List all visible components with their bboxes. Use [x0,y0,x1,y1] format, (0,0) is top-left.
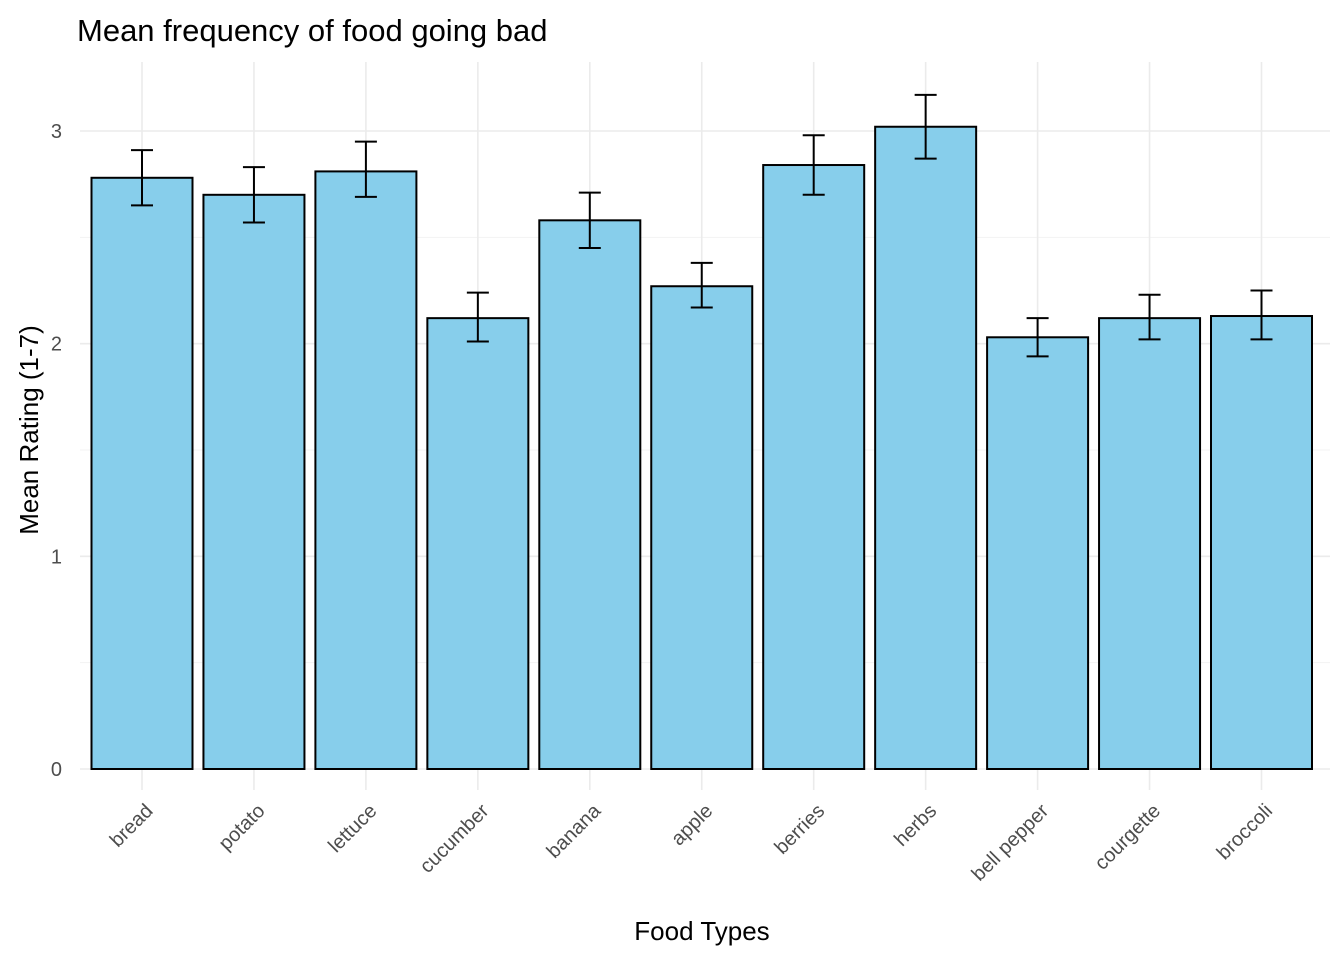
bar-bell-pepper [986,336,1090,770]
error-bar-courgette [1138,293,1161,341]
error-bar-potato [242,166,265,224]
error-bars [131,93,1273,358]
error-bar-berries [802,134,825,196]
x-tick-label: broccoli [1213,800,1277,864]
y-tick-label: 1 [51,546,62,568]
y-tick-label: 0 [51,759,62,781]
x-tick-label: bread [106,800,158,852]
x-tick-label: cucumber [416,800,494,878]
y-tick-labels: 0 1 2 3 [51,121,62,781]
bar-courgette [1098,317,1202,770]
error-bar-cucumber [466,291,489,343]
bar-potato [202,193,306,771]
error-bar-bell-pepper [1026,317,1049,358]
chart-title: Mean frequency of food going bad [77,13,548,48]
y-axis-title: Mean Rating (1-7) [14,325,44,535]
x-tick-label: banana [543,799,606,862]
error-bar-banana [578,191,601,249]
bar-herbs [874,125,978,771]
y-tick-label: 3 [51,121,62,143]
bar-broccoli [1210,315,1313,770]
error-bar-herbs [914,93,937,160]
x-tick-label: courgette [1091,800,1166,875]
bar-apple [650,285,754,770]
x-tick-label: bell pepper [968,800,1054,886]
x-tick-labels: bread potato lettuce cucumber banana apple ber… [106,799,1277,885]
bar-banana [538,219,642,770]
error-bar-lettuce [354,140,377,198]
error-bar-apple [690,261,713,309]
x-tick-label: berries [770,800,829,859]
y-tick-label: 2 [51,334,62,356]
x-axis-title: Food Types [634,916,769,946]
bar-berries [762,164,866,770]
x-tick-label: lettuce [324,800,381,857]
x-tick-label: potato [215,800,270,855]
bar-bread [90,176,194,770]
bar-cucumber [426,317,530,770]
error-bar-bread [131,149,153,207]
x-tick-label: apple [667,800,717,850]
x-tick-label: herbs [890,800,941,851]
bar-lettuce [314,170,418,770]
bars [90,125,1313,771]
error-bar-broccoli [1250,289,1273,341]
